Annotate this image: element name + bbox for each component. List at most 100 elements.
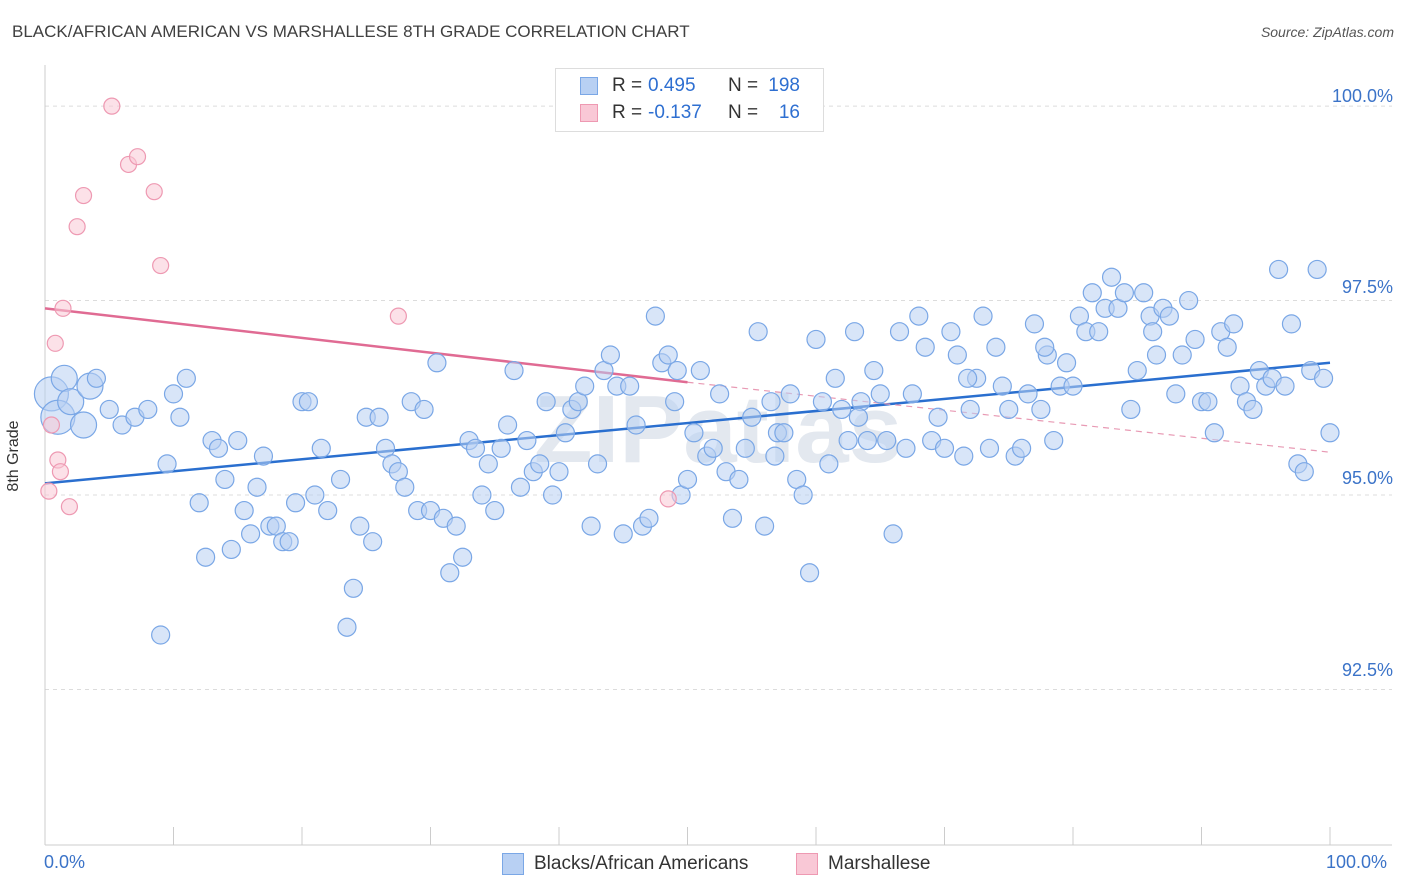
r-value: -0.137 (648, 102, 702, 123)
n-label: N = (728, 75, 759, 96)
data-point-blacks (99, 399, 119, 420)
data-point-blacks (973, 306, 993, 326)
data-point-blacks (1134, 283, 1154, 303)
data-point-blacks (896, 438, 916, 458)
x-tick-label: 100.0% (1326, 852, 1388, 872)
data-point-blacks (819, 454, 839, 474)
data-point-blacks (1143, 322, 1163, 342)
data-point-blacks (157, 454, 177, 474)
data-point-blacks (581, 516, 601, 536)
correlation-legend: R = 0.495 N = 198 R = -0.137 N = 16 (555, 68, 824, 132)
data-point-blacks (934, 438, 955, 458)
data-point-marshallese (659, 490, 677, 508)
data-point-blacks (626, 415, 646, 435)
legend-item-blacks[interactable]: Blacks/African Americans (502, 852, 748, 876)
data-point-blacks (658, 345, 678, 365)
source-label: Source: ZipAtlas.com (1260, 24, 1394, 40)
legend-item-marshallese[interactable]: Marshallese (796, 852, 930, 876)
data-point-marshallese (389, 307, 407, 325)
y-tick-label: 97.5% (1341, 277, 1393, 297)
n-value: 198 (768, 75, 800, 96)
data-point-marshallese (46, 334, 64, 352)
data-point-blacks (825, 368, 845, 388)
data-point-blacks (1320, 423, 1340, 443)
data-point-blacks (241, 524, 261, 544)
chart-title: BLACK/AFRICAN AMERICAN VS MARSHALLESE 8T… (12, 22, 690, 41)
data-point-marshallese (74, 186, 93, 205)
data-point-blacks (774, 423, 794, 443)
data-point-blacks (832, 399, 852, 420)
data-point-blacks (1313, 368, 1334, 388)
data-point-marshallese (68, 218, 86, 236)
data-point-blacks (722, 508, 743, 528)
data-point-blacks (765, 446, 785, 466)
legend-row-marshallese: R = -0.137 N = 16 (580, 100, 800, 126)
n-label: N = (728, 102, 759, 123)
data-point-blacks (517, 430, 537, 451)
data-point-blacks (1159, 306, 1179, 326)
data-point-blacks (1172, 345, 1192, 365)
r-value: 0.495 (648, 75, 696, 96)
data-point-blacks (909, 306, 929, 326)
data-point-blacks (510, 477, 531, 497)
data-point-blacks (176, 368, 196, 388)
legend-label: Blacks/African Americans (534, 853, 749, 874)
data-point-blacks (395, 477, 415, 497)
data-point-blacks (799, 563, 820, 583)
y-tick-label: 92.5% (1341, 660, 1393, 680)
data-point-blacks (478, 454, 498, 474)
data-point-blacks (754, 516, 775, 536)
data-point-blacks (138, 399, 158, 420)
data-point-blacks (69, 411, 98, 439)
data-point-blacks (575, 376, 595, 396)
data-point-blacks (86, 368, 107, 388)
legend-swatch-pink (796, 853, 818, 875)
data-point-blacks (639, 508, 659, 528)
data-point-blacks (1217, 337, 1237, 357)
data-point-blacks (414, 399, 434, 420)
data-point-blacks (1035, 337, 1055, 357)
data-point-blacks (1307, 259, 1327, 280)
data-point-blacks (1281, 314, 1302, 334)
data-point-blacks (1031, 399, 1051, 420)
legend-swatch-blue (502, 853, 524, 875)
data-point-blacks (279, 532, 299, 552)
data-point-blacks (536, 392, 556, 412)
data-point-blacks (928, 407, 948, 427)
legend-swatch-pink (580, 104, 598, 122)
data-point-blacks (427, 353, 447, 373)
data-point-blacks (221, 539, 241, 560)
data-point-blacks (848, 407, 869, 427)
data-point-blacks (761, 392, 781, 412)
y-tick-label: 95.0% (1341, 468, 1393, 488)
data-point-blacks (542, 485, 563, 505)
data-point-blacks (793, 485, 813, 505)
data-point-blacks (844, 322, 865, 342)
data-point-blacks (1204, 423, 1224, 443)
data-point-blacks (1198, 392, 1218, 412)
data-point-blacks (902, 384, 922, 404)
data-point-blacks (363, 532, 383, 552)
data-point-blacks (979, 438, 1000, 458)
data-point-blacks (667, 360, 687, 381)
r-label: R = (612, 102, 643, 123)
data-point-blacks (305, 485, 325, 505)
data-point-blacks (485, 500, 505, 521)
data-point-blacks (196, 547, 216, 567)
data-point-blacks (453, 547, 473, 567)
data-point-blacks (889, 322, 910, 342)
data-point-marshallese (54, 299, 72, 317)
r-label: R = (612, 75, 643, 96)
data-point-blacks (812, 392, 833, 412)
data-point-blacks (446, 516, 466, 536)
data-point-blacks (703, 438, 723, 458)
data-point-blacks (915, 337, 935, 357)
data-point-blacks (234, 500, 254, 521)
data-point-blacks (330, 469, 351, 490)
data-point-blacks (1268, 259, 1289, 280)
data-point-blacks (960, 399, 980, 420)
legend-row-blacks: R = 0.495 N = 198 (580, 73, 800, 99)
data-point-blacks (491, 438, 511, 458)
y-axis-label: 8th Grade (5, 420, 22, 492)
